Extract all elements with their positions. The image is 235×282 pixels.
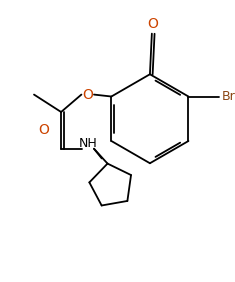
Text: O: O: [38, 123, 49, 137]
Text: O: O: [82, 88, 93, 102]
Text: Br: Br: [222, 90, 235, 103]
Text: NH: NH: [79, 137, 98, 150]
Text: O: O: [147, 17, 158, 31]
